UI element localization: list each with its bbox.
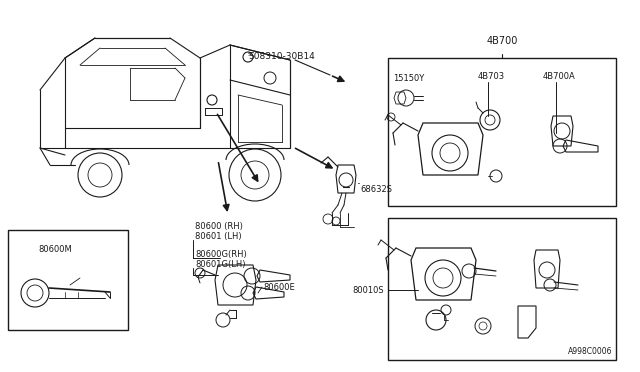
Text: 68632S: 68632S (360, 185, 392, 194)
Text: 80600G(RH): 80600G(RH) (195, 250, 247, 259)
Text: 80600 (RH): 80600 (RH) (195, 222, 243, 231)
Bar (388, 218, 616, 360)
Text: S08310-30B14: S08310-30B14 (248, 52, 315, 61)
Text: 80601G(LH): 80601G(LH) (195, 260, 246, 269)
Bar (8, 230, 128, 330)
Text: 4B700: 4B700 (486, 36, 518, 46)
Text: 80600E: 80600E (263, 283, 295, 292)
Bar (388, 58, 616, 206)
Text: 15150Y: 15150Y (393, 74, 424, 83)
Text: 4B703: 4B703 (478, 72, 505, 81)
Text: A998C0006: A998C0006 (568, 347, 612, 356)
Text: S: S (248, 52, 252, 58)
Text: 80601 (LH): 80601 (LH) (195, 232, 242, 241)
Text: 80010S: 80010S (353, 286, 384, 295)
Text: 80600M: 80600M (38, 245, 72, 254)
Text: 4B700A: 4B700A (543, 72, 576, 81)
